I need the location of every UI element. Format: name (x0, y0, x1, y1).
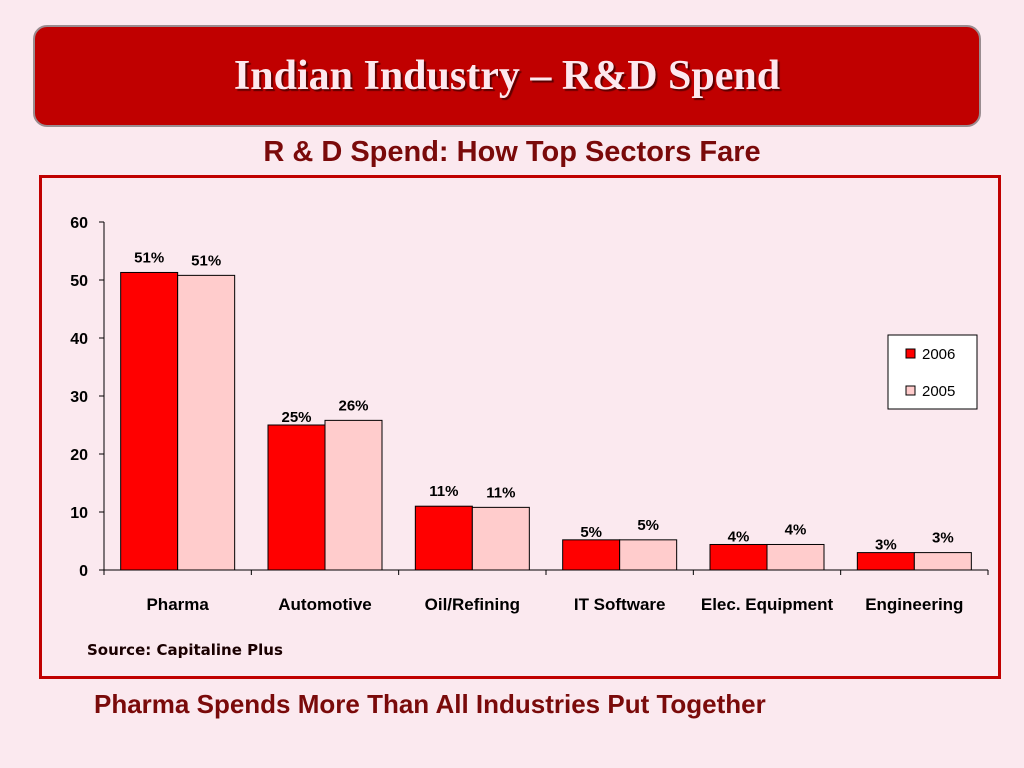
x-tick-label: IT Software (574, 595, 666, 614)
data-label: 11% (486, 484, 515, 501)
data-label: 11% (429, 483, 458, 500)
bar-2005-automotive (324, 419, 383, 571)
data-label: 3% (932, 530, 954, 547)
footer-caption: Pharma Spends More Than All Industries P… (94, 689, 766, 719)
y-tick-label: 40 (70, 331, 88, 348)
data-label: 51% (191, 252, 221, 269)
data-label: 51% (134, 249, 164, 266)
data-label: 5% (637, 517, 659, 534)
y-tick-label: 10 (70, 505, 88, 522)
data-label: 3% (875, 537, 897, 554)
y-tick-label: 30 (70, 389, 88, 406)
data-label: 5% (580, 524, 602, 541)
data-label: 4% (728, 528, 750, 545)
bar-2006-elec-equipment (709, 543, 768, 571)
bar-2005-pharma (177, 274, 236, 571)
data-label: 26% (338, 397, 368, 414)
bar-2006-pharma (120, 271, 179, 571)
slide-title: Indian Industry – R&D Spend (233, 53, 781, 99)
y-tick-label: 60 (70, 215, 88, 232)
x-tick-label: Oil/Refining (425, 595, 520, 614)
chart-title: R & D Spend: How Top Sectors Fare (263, 136, 761, 168)
bar-2006-it-software (562, 539, 621, 571)
x-tick-label: Automotive (278, 595, 372, 614)
legend-label-2005: 2005 (922, 383, 955, 400)
y-tick-label: 50 (70, 273, 88, 290)
legend-swatch-2006 (905, 348, 916, 359)
legend-box (887, 334, 978, 410)
bar-2006-automotive (267, 424, 326, 571)
data-label: 25% (281, 409, 311, 426)
bar-2005-it-software (619, 539, 678, 571)
legend-label-2006: 2006 (922, 346, 955, 363)
source-note: Source: Capitaline Plus (87, 641, 283, 659)
y-tick-label: 0 (79, 563, 88, 580)
title-banner: Indian Industry – R&D Spend (33, 25, 981, 127)
x-tick-label: Elec. Equipment (701, 595, 834, 614)
bar-2006-oil-refining (414, 505, 473, 571)
bar-2005-engineering (913, 552, 972, 571)
bar-2005-elec-equipment (766, 543, 825, 571)
data-label: 4% (785, 521, 807, 538)
x-tick-label: Engineering (865, 595, 963, 614)
y-tick-label: 20 (70, 447, 88, 464)
chart-frame (39, 175, 1001, 679)
legend-swatch-2005 (905, 385, 916, 396)
bar-2006-engineering (856, 552, 915, 571)
x-tick-label: Pharma (146, 595, 209, 614)
bar-2005-oil-refining (471, 506, 530, 571)
